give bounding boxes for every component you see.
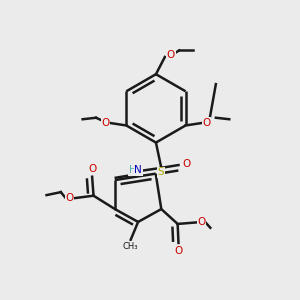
- Text: H: H: [129, 165, 136, 175]
- Text: CH₃: CH₃: [123, 242, 138, 251]
- Text: N: N: [134, 165, 142, 175]
- Text: O: O: [88, 164, 96, 174]
- Text: O: O: [182, 159, 190, 169]
- Text: O: O: [175, 246, 183, 256]
- Text: O: O: [197, 217, 206, 227]
- Text: O: O: [101, 118, 110, 128]
- Text: O: O: [202, 118, 211, 128]
- Text: O: O: [167, 50, 175, 60]
- Text: S: S: [158, 167, 164, 177]
- Text: O: O: [66, 194, 74, 203]
